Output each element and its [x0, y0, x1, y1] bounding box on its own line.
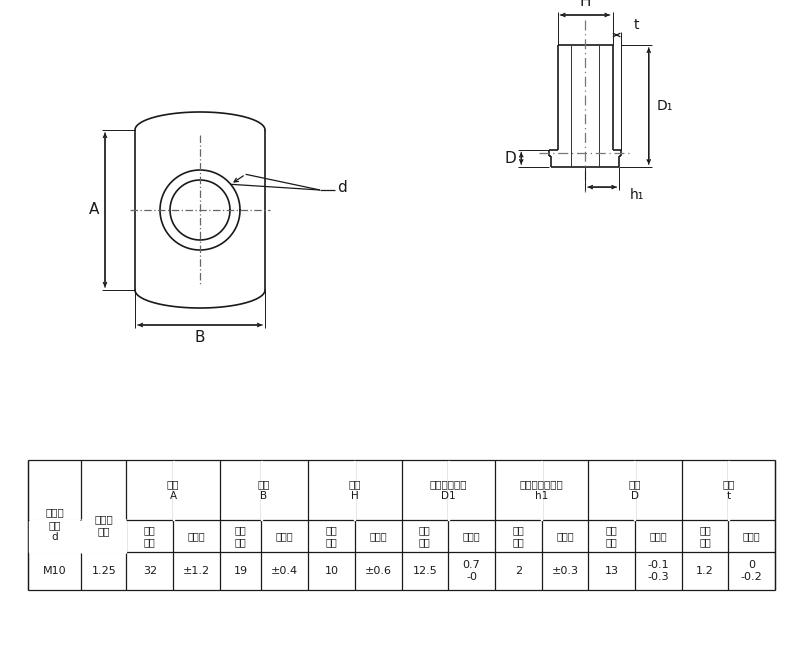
Text: 許容差: 許容差: [556, 531, 574, 541]
Text: 19: 19: [234, 566, 248, 576]
Text: A: A: [89, 203, 99, 218]
Text: 横幅
A: 横幅 A: [167, 479, 179, 501]
Text: h₁: h₁: [630, 188, 645, 202]
Bar: [728, 460, 729, 519]
Text: -0.1
-0.3: -0.1 -0.3: [647, 560, 669, 582]
Text: ねじの
呼び
d: ねじの 呼び d: [45, 508, 64, 542]
Text: 基準
寸法: 基準 寸法: [234, 525, 246, 547]
Text: H: H: [579, 0, 590, 10]
Text: D₁: D₁: [657, 99, 673, 113]
Text: ±0.3: ±0.3: [551, 566, 578, 576]
Text: 許容差: 許容差: [462, 531, 480, 541]
Bar: [634, 460, 635, 519]
Text: 基準
寸法: 基準 寸法: [699, 525, 711, 547]
Text: 許容差: 許容差: [276, 531, 294, 541]
Text: 許容差: 許容差: [743, 531, 761, 541]
Text: ±0.6: ±0.6: [365, 566, 392, 576]
Text: 1.25: 1.25: [91, 566, 116, 576]
Text: 板厚
t: 板厚 t: [722, 479, 734, 501]
Bar: [541, 460, 542, 519]
Text: 許容差: 許容差: [650, 531, 667, 541]
Text: 2: 2: [514, 566, 522, 576]
Text: 基準
寸法: 基準 寸法: [606, 525, 618, 547]
Text: 基準
寸法: 基準 寸法: [512, 525, 524, 547]
Text: 基準
寸法: 基準 寸法: [419, 525, 430, 547]
Bar: [82, 521, 126, 551]
Text: t: t: [634, 18, 639, 32]
Text: M10: M10: [42, 566, 66, 576]
Text: 外径
D: 外径 D: [629, 479, 641, 501]
Bar: [448, 460, 449, 519]
Text: 縦幅
B: 縦幅 B: [258, 479, 270, 501]
Bar: [29, 521, 81, 551]
Text: パイロット高さ
h1: パイロット高さ h1: [520, 479, 563, 501]
Text: 0.7
-0: 0.7 -0: [462, 560, 481, 582]
Text: 基準
寸法: 基準 寸法: [326, 525, 338, 547]
Text: 許容差: 許容差: [188, 531, 206, 541]
Text: 許容差: 許容差: [370, 531, 387, 541]
Text: 10: 10: [325, 566, 338, 576]
Text: ±0.4: ±0.4: [271, 566, 298, 576]
Bar: [261, 460, 262, 519]
Text: 基準
寸法: 基準 寸法: [144, 525, 156, 547]
Text: ±1.2: ±1.2: [183, 566, 210, 576]
Text: ピッチ
細目: ピッチ 細目: [94, 514, 113, 536]
Text: D: D: [504, 151, 516, 166]
Text: 32: 32: [142, 566, 157, 576]
Text: 0
-0.2: 0 -0.2: [741, 560, 762, 582]
Text: パイロット径
D1: パイロット径 D1: [430, 479, 467, 501]
Text: 13: 13: [605, 566, 618, 576]
Text: 1.2: 1.2: [696, 566, 714, 576]
Text: 12.5: 12.5: [413, 566, 438, 576]
Text: d: d: [337, 181, 347, 196]
Text: B: B: [194, 330, 206, 346]
Text: 高さ
H: 高さ H: [349, 479, 361, 501]
Bar: [354, 460, 355, 519]
Bar: [173, 460, 174, 519]
